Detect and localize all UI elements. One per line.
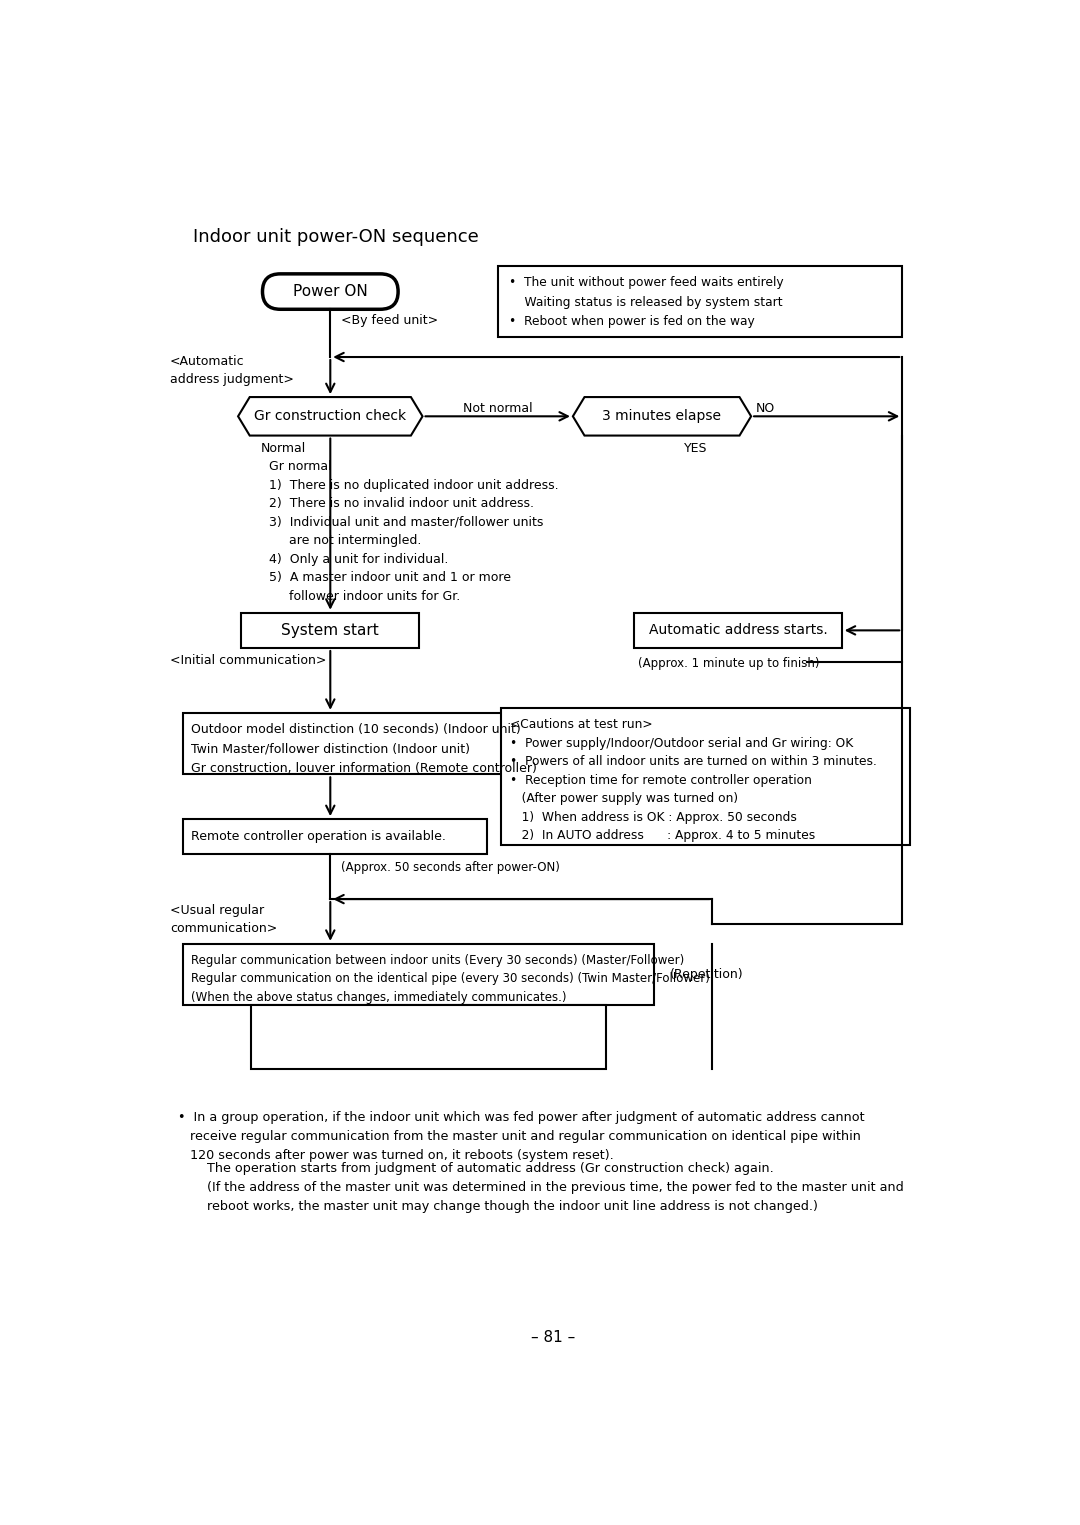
Polygon shape	[238, 396, 422, 436]
Text: Outdoor model distinction (10 seconds) (Indoor unit)
Twin Master/follower distin: Outdoor model distinction (10 seconds) (…	[191, 723, 537, 775]
Bar	[501, 708, 910, 845]
Text: Indoor unit power-ON sequence: Indoor unit power-ON sequence	[193, 227, 478, 246]
Text: Not normal: Not normal	[463, 401, 532, 415]
Text: (Approx. 1 minute up to finish): (Approx. 1 minute up to finish)	[638, 657, 820, 671]
Bar	[241, 613, 419, 648]
Text: <Usual regular
communication>: <Usual regular communication>	[170, 904, 278, 935]
Text: YES: YES	[684, 442, 707, 454]
Text: Automatic address starts.: Automatic address starts.	[649, 624, 827, 637]
Text: The operation starts from judgment of automatic address (Gr construction check) : The operation starts from judgment of au…	[194, 1162, 904, 1212]
Text: (Repetition): (Repetition)	[670, 968, 743, 981]
Text: <By feed unit>: <By feed unit>	[341, 314, 438, 326]
Text: <Initial communication>: <Initial communication>	[170, 654, 326, 668]
Bar	[252, 1005, 606, 1069]
Bar	[183, 819, 487, 854]
Text: 3 minutes elapse: 3 minutes elapse	[603, 409, 721, 424]
FancyBboxPatch shape	[262, 274, 399, 310]
Text: Remote controller operation is available.: Remote controller operation is available…	[191, 830, 446, 843]
Bar	[634, 613, 841, 648]
Text: System start: System start	[282, 622, 379, 637]
Polygon shape	[572, 396, 751, 436]
Text: (Approx. 50 seconds after power-ON): (Approx. 50 seconds after power-ON)	[341, 860, 561, 874]
Text: Power ON: Power ON	[293, 284, 367, 299]
Text: Gr construction check: Gr construction check	[254, 409, 406, 424]
Text: – 81 –: – 81 –	[531, 1330, 576, 1345]
Text: NO: NO	[756, 401, 775, 415]
Text: Normal
  Gr normal
  1)  There is no duplicated indoor unit address.
  2)  There: Normal Gr normal 1) There is no duplicat…	[260, 442, 558, 602]
Text: •  The unit without power feed waits entirely
    Waiting status is released by : • The unit without power feed waits enti…	[509, 276, 783, 328]
Bar	[183, 944, 654, 1005]
Text: •  In a group operation, if the indoor unit which was fed power after judgment o: • In a group operation, if the indoor un…	[177, 1110, 864, 1162]
Text: <Cautions at test run>
•  Power supply/Indoor/Outdoor serial and Gr wiring: OK
•: <Cautions at test run> • Power supply/In…	[510, 718, 877, 842]
Text: <Automatic
address judgment>: <Automatic address judgment>	[170, 355, 294, 386]
Bar	[183, 712, 531, 775]
Bar	[498, 267, 902, 337]
Text: Regular communication between indoor units (Every 30 seconds) (Master/Follower)
: Regular communication between indoor uni…	[191, 953, 710, 1003]
